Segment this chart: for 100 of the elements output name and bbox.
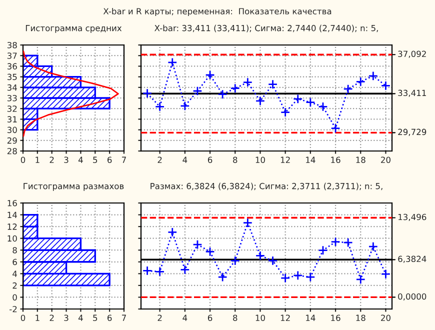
point <box>218 89 228 100</box>
x-tick-label: 4 <box>78 156 83 163</box>
point <box>168 58 178 68</box>
y-tick-label: 2 <box>12 282 17 289</box>
x-tick-label: 7 <box>122 314 126 321</box>
text: X-bar и R карты; переменная: Показатель качества <box>103 8 332 16</box>
point <box>380 269 391 279</box>
y-tick-label: 30 <box>7 126 17 134</box>
point <box>368 242 378 252</box>
x-tick-label: 4 <box>182 314 188 321</box>
point <box>380 80 391 91</box>
y-tick-label: -2 <box>10 306 17 312</box>
x-tick-label: 2 <box>50 156 54 163</box>
point <box>218 272 228 282</box>
point <box>255 96 266 106</box>
point <box>306 97 316 108</box>
x-tick-label: 1 <box>36 314 40 321</box>
ref-line-label: 29,729 <box>398 128 426 136</box>
point <box>330 237 340 247</box>
y-tick-label: 8 <box>12 247 17 254</box>
point <box>205 246 215 257</box>
chart-title: X-bar: 33,411 (33,411); Сигма: 2,7440 (2,7440); n: 5, <box>154 24 378 32</box>
y-tick-label: 4 <box>12 270 17 277</box>
y-tick-label: 29 <box>7 137 17 144</box>
x-tick-label: 0 <box>20 314 26 322</box>
x-tick-label: 14 <box>306 314 316 321</box>
point <box>330 123 340 134</box>
point <box>255 250 266 261</box>
ref-line-label: 6,3824 <box>398 256 426 263</box>
point <box>280 273 290 283</box>
point <box>368 71 378 81</box>
point <box>280 107 290 118</box>
x-tick-label: 12 <box>280 314 290 321</box>
y-tick-label: 32 <box>7 106 17 112</box>
x-tick-label: 0 <box>20 156 26 164</box>
ref-line-label: 33,411 <box>398 90 426 97</box>
point <box>268 79 278 90</box>
point <box>293 270 303 280</box>
point <box>306 272 316 282</box>
x-tick-label: 16 <box>331 314 340 322</box>
x-tick-label: 2 <box>158 156 162 163</box>
point <box>180 264 190 275</box>
y-tick-label: 31 <box>7 116 17 122</box>
point <box>242 77 253 88</box>
chart-title: Гистограмма размахов <box>24 183 124 191</box>
x-tick-label: 3 <box>64 156 68 164</box>
x-tick-label: 16 <box>331 156 340 164</box>
point <box>356 274 366 284</box>
ref-line-label: 0,0000 <box>398 293 426 300</box>
point <box>356 76 366 87</box>
x-tick-label: 20 <box>381 314 390 322</box>
x-tick-label: 6 <box>208 156 212 164</box>
x-tick-label: 18 <box>356 314 366 322</box>
point <box>230 83 240 94</box>
y-tick-label: 36 <box>7 63 17 70</box>
point <box>230 256 240 266</box>
chart-subtitle: Гистограмма средних <box>26 25 122 33</box>
point <box>192 240 202 250</box>
y-tick-label: 38 <box>7 42 17 48</box>
ref-line-label: 13,496 <box>398 214 426 222</box>
point <box>242 218 253 228</box>
y-tick-label: 14 <box>8 212 17 218</box>
point <box>343 84 353 94</box>
x-tick-label: 1 <box>36 156 40 163</box>
x-tick-label: 6 <box>108 314 112 322</box>
y-tick-label: 28 <box>7 148 17 154</box>
x-tick-label: 18 <box>356 156 366 164</box>
point <box>318 102 328 112</box>
x-tick-label: 14 <box>306 156 316 163</box>
y-tick-label: 0 <box>12 294 17 301</box>
y-tick-label: 34 <box>7 84 17 91</box>
x-tick-label: 7 <box>122 156 126 163</box>
x-tick-label: 4 <box>182 156 188 163</box>
x-tick-label: 5 <box>93 156 98 164</box>
point <box>142 88 152 98</box>
x-tick-label: 10 <box>256 156 265 164</box>
point <box>293 94 303 104</box>
y-tick-label: 10 <box>8 235 17 242</box>
point <box>318 245 328 256</box>
x-tick-label: 2 <box>50 314 54 321</box>
y-tick-label: 12 <box>8 224 17 230</box>
chart-title: Размах: 6,3824 (6,3824); Сигма: 2,3711 (2,3711); n: 5, <box>150 182 382 190</box>
point <box>142 266 152 276</box>
y-tick-label: 35 <box>7 74 17 80</box>
x-tick-label: 10 <box>256 314 265 322</box>
y-tick-label: 6 <box>12 258 17 266</box>
point <box>154 102 165 112</box>
x-tick-label: 8 <box>233 314 238 322</box>
y-tick-label: 33 <box>7 94 17 102</box>
point <box>154 266 165 277</box>
ref-line-label: 37,092 <box>398 50 426 58</box>
x-tick-label: 5 <box>93 314 98 322</box>
y-tick-label: 16 <box>8 200 17 206</box>
x-tick-label: 6 <box>208 314 212 322</box>
point <box>168 227 178 238</box>
x-tick-label: 12 <box>280 156 290 163</box>
x-tick-label: 8 <box>233 156 238 164</box>
y-tick-label: 37 <box>7 52 17 59</box>
x-tick-label: 3 <box>64 314 68 322</box>
x-tick-label: 6 <box>108 156 112 164</box>
